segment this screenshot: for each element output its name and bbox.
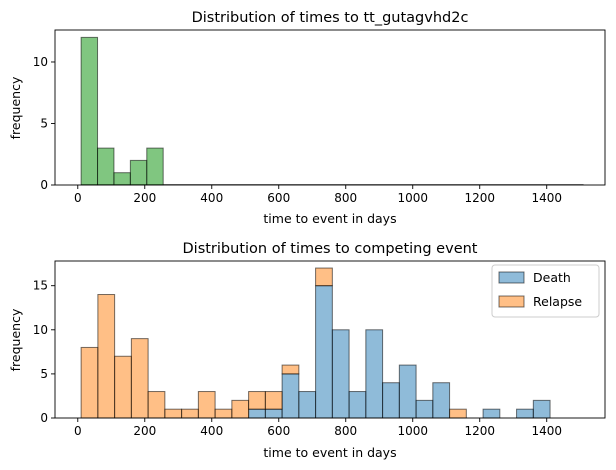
histogram-bar-death: [432, 382, 451, 419]
histogram-bar-relapse: [449, 408, 467, 419]
x-tick-label: 600: [267, 191, 290, 205]
histogram-panel-2: Distribution of times to competing event…: [8, 241, 606, 460]
y-tick-label: 0: [40, 411, 48, 425]
histogram-bar-death: [398, 364, 417, 419]
legend-swatch-death: [498, 271, 525, 284]
histogram-bar-death: [415, 399, 434, 419]
histogram-bar-death: [482, 408, 501, 419]
x-tick-label: 1200: [464, 424, 495, 438]
histogram-bar-death: [516, 408, 534, 419]
y-tick-label: 5: [40, 116, 48, 130]
x-tick-label: 0: [74, 424, 82, 438]
x-tick-label: 800: [334, 191, 357, 205]
histogram-bar: [80, 36, 99, 186]
histogram-bar-death: [348, 391, 367, 419]
histogram-bar: [113, 172, 131, 186]
x-tick-label: 1400: [531, 191, 562, 205]
histogram-bar-relapse: [164, 408, 183, 419]
histogram-bar: [146, 147, 164, 186]
legend-swatch-relapse: [498, 295, 525, 308]
panel-1-y-label: frequency: [8, 76, 23, 139]
histogram-bar-death: [532, 399, 551, 419]
x-tick-label: 600: [267, 424, 290, 438]
legend-label-death: Death: [533, 270, 571, 285]
histogram-bar-death: [382, 382, 400, 419]
x-tick-label: 200: [133, 191, 156, 205]
y-tick-label: 0: [40, 178, 48, 192]
panel-1-x-label: time to event in days: [263, 211, 396, 226]
y-tick-label: 5: [40, 367, 48, 381]
x-tick-label: 400: [200, 424, 223, 438]
panel-2-y-ticks: 0 5 10 15: [33, 279, 55, 425]
histogram-bar-relapse: [214, 408, 233, 419]
panel-1-frame: [54, 29, 606, 186]
x-tick-label: 0: [74, 191, 82, 205]
panel-1-y-ticks: 0 5 10: [33, 55, 55, 192]
histogram-bar: [97, 147, 115, 186]
histogram-bar-relapse: [80, 346, 99, 419]
histogram-bar-death: [365, 329, 384, 419]
histogram-bar-relapse: [181, 408, 199, 419]
histogram-bar-relapse: [147, 391, 166, 419]
x-tick-label: 200: [133, 424, 156, 438]
y-tick-label: 10: [33, 323, 48, 337]
panel-2-frame: [54, 260, 606, 419]
histogram-bar-relapse: [231, 399, 250, 419]
histogram-bar-death: [248, 408, 266, 419]
x-tick-label: 1000: [397, 191, 428, 205]
panel-2-x-ticks: 0 200 400 600 800 1000 1200 1400: [74, 418, 562, 438]
panel-2-title: Distribution of times to competing event: [183, 241, 478, 257]
panel-1-plot-area: [80, 36, 584, 186]
histogram-bar-death: [331, 329, 350, 419]
x-tick-label: 1400: [531, 424, 562, 438]
x-tick-label: 400: [200, 191, 223, 205]
histogram-bar-relapse: [114, 355, 132, 419]
histogram-bar-relapse: [264, 391, 283, 410]
panel-2-plot-area: [80, 267, 551, 419]
histogram-bar-relapse: [130, 338, 149, 419]
panel-2-y-label: frequency: [8, 308, 23, 371]
legend-label-relapse: Relapse: [533, 294, 582, 309]
histogram-bar-death: [281, 373, 300, 419]
histogram-bar: [129, 159, 148, 186]
legend: Death Relapse: [491, 264, 600, 318]
histogram-bar-relapse: [97, 294, 116, 419]
panel-2-x-label: time to event in days: [263, 445, 396, 460]
panel-1-title: Distribution of times to tt_gutagvhd2c: [192, 10, 469, 26]
histogram-bar-relapse: [315, 267, 333, 287]
histogram-bar-relapse: [248, 391, 266, 410]
histogram-bar-death: [298, 391, 317, 419]
histogram-bar-death: [315, 285, 333, 419]
panel-1-x-ticks: 0 200 400 600 800 1000 1200 1400: [74, 185, 562, 205]
y-tick-label: 15: [33, 279, 48, 293]
x-tick-label: 800: [334, 424, 357, 438]
histogram-panel-1: Distribution of times to tt_gutagvhd2c 0…: [8, 10, 606, 226]
histogram-bar-relapse: [197, 391, 216, 419]
y-tick-label: 10: [33, 55, 48, 69]
histogram-bar-death: [264, 408, 283, 419]
histogram-bar-relapse: [281, 364, 300, 375]
x-tick-label: 1200: [464, 191, 495, 205]
x-tick-label: 1000: [397, 424, 428, 438]
